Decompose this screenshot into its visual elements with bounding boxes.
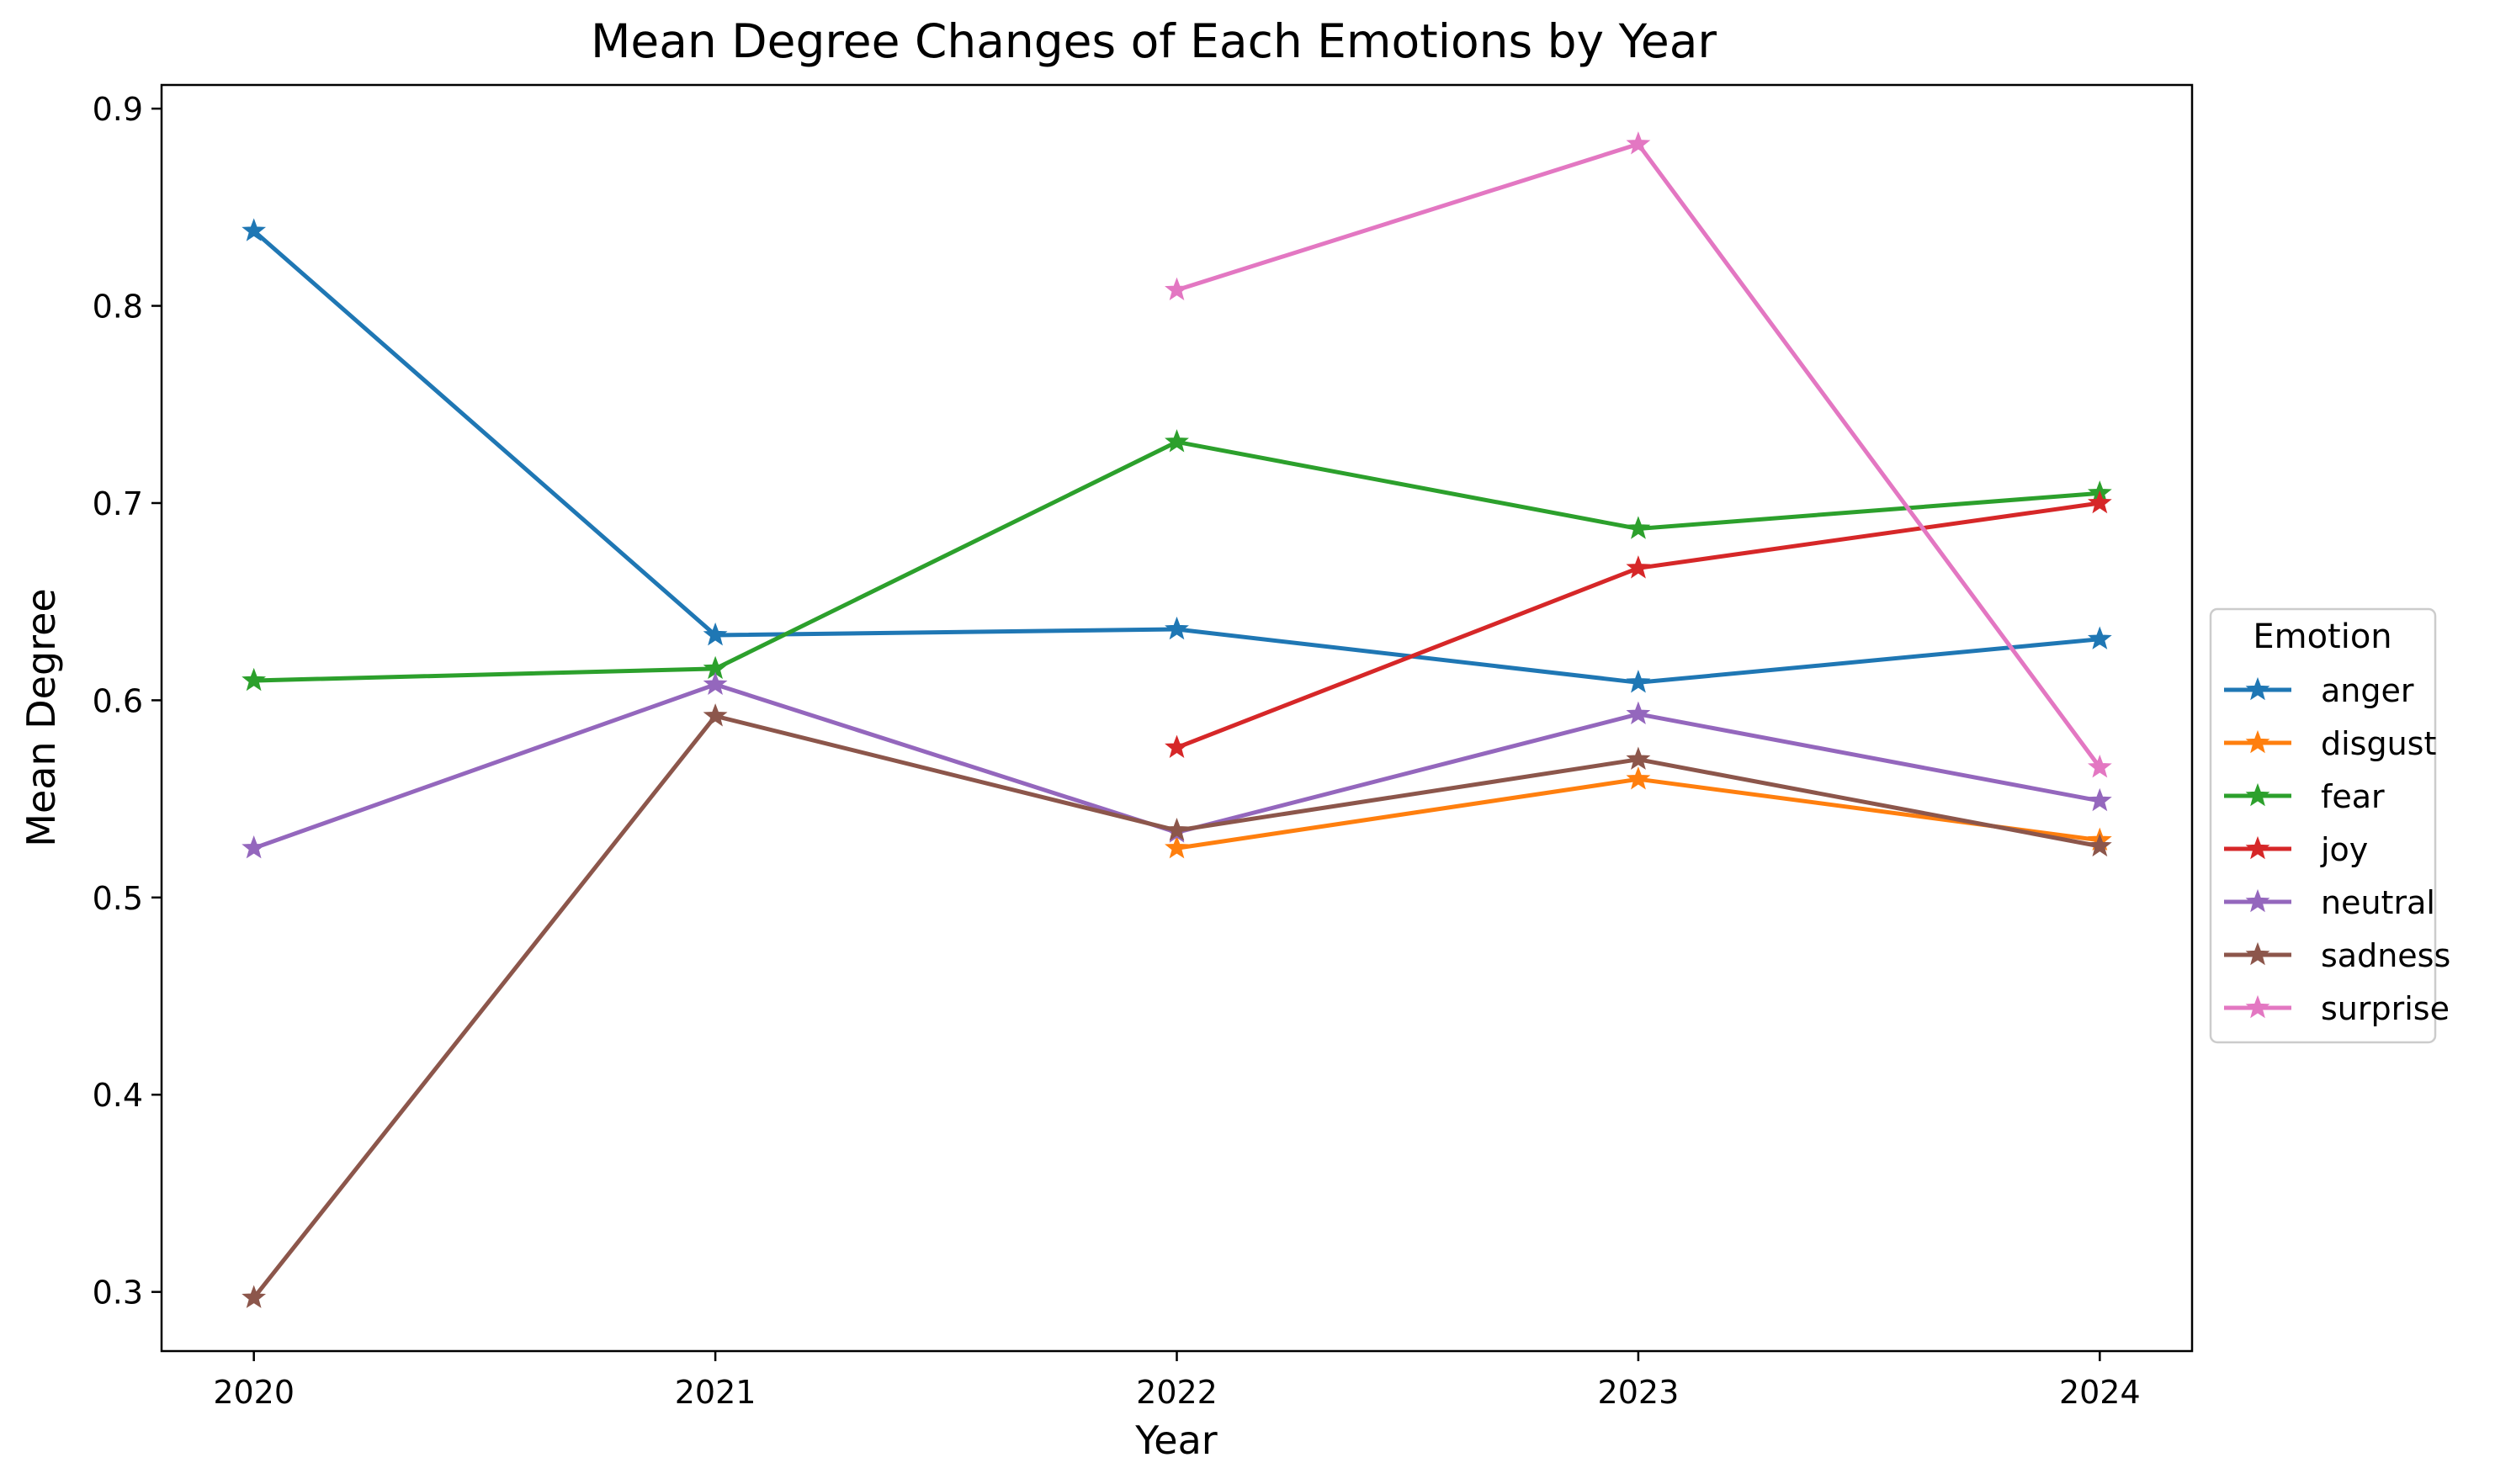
legend-label: fear bbox=[2321, 778, 2385, 815]
y-tick-label: 0.9 bbox=[93, 91, 143, 128]
legend-item-joy: joy bbox=[2224, 831, 2368, 868]
legend-swatch-marker bbox=[2245, 994, 2270, 1019]
data-point bbox=[1626, 746, 1651, 770]
data-point bbox=[1626, 670, 1651, 693]
data-point bbox=[1626, 766, 1651, 790]
data-point bbox=[242, 218, 267, 241]
data-point bbox=[703, 703, 728, 727]
x-tick-label: 2021 bbox=[675, 1374, 756, 1411]
data-point bbox=[2087, 626, 2112, 649]
legend-item-disgust: disgust bbox=[2224, 725, 2436, 762]
data-point bbox=[2087, 787, 2112, 812]
series-joy bbox=[1165, 490, 2112, 758]
series-sadness bbox=[242, 703, 2112, 1308]
legend-items: anger disgust fear joy neutral sadness surpris… bbox=[2224, 672, 2450, 1027]
data-point bbox=[2087, 754, 2112, 778]
data-point bbox=[1165, 277, 1189, 301]
legend-label: sadness bbox=[2321, 937, 2450, 974]
data-point bbox=[1626, 701, 1651, 725]
data-point bbox=[1165, 734, 1189, 758]
y-tick-label: 0.7 bbox=[93, 485, 143, 522]
legend-label: neutral bbox=[2321, 884, 2435, 921]
data-point bbox=[2087, 833, 2112, 857]
y-tick-label: 0.4 bbox=[93, 1077, 143, 1114]
legend-item-surprise: surprise bbox=[2224, 990, 2450, 1027]
legend-swatch-marker bbox=[2245, 729, 2270, 754]
data-point bbox=[1165, 817, 1189, 841]
legend-swatch-marker bbox=[2245, 835, 2270, 860]
series-layer bbox=[242, 131, 2112, 1308]
y-tick-label: 0.8 bbox=[93, 289, 143, 326]
legend-title: Emotion bbox=[2253, 617, 2391, 656]
y-tick-label: 0.3 bbox=[93, 1275, 143, 1312]
data-point bbox=[1626, 131, 1651, 155]
series-surprise bbox=[1165, 131, 2112, 778]
data-point bbox=[242, 667, 267, 692]
series-line bbox=[252, 439, 2102, 683]
plot-area bbox=[160, 83, 2194, 1353]
series-anger bbox=[242, 218, 2112, 693]
data-point bbox=[1626, 555, 1651, 579]
data-point bbox=[703, 671, 728, 695]
legend-swatch-marker bbox=[2245, 888, 2270, 913]
data-point bbox=[1165, 616, 1189, 640]
data-point bbox=[703, 622, 728, 646]
plot-frame bbox=[160, 83, 2194, 1353]
x-axis: 2020 2021 2022 2023 2024 bbox=[213, 1351, 2141, 1411]
series-line bbox=[251, 227, 2103, 685]
data-point bbox=[242, 1285, 267, 1308]
y-tick-label: 0.6 bbox=[93, 682, 143, 719]
chart-title: Mean Degree Changes of Each Emotions by … bbox=[591, 14, 1717, 68]
legend-label: surprise bbox=[2321, 990, 2450, 1027]
legend-label: joy bbox=[2320, 831, 2368, 868]
legend-swatch-marker bbox=[2245, 941, 2270, 966]
data-point bbox=[1165, 835, 1189, 859]
legend-item-anger: anger bbox=[2224, 672, 2414, 709]
y-axis: 0.3 0.4 0.5 0.6 0.7 0.8 0.9 bbox=[93, 91, 162, 1312]
x-tick-label: 2020 bbox=[213, 1374, 295, 1411]
x-tick-label: 2024 bbox=[2059, 1374, 2141, 1411]
x-axis-label: Year bbox=[1134, 1418, 1217, 1463]
legend-item-sadness: sadness bbox=[2224, 937, 2450, 974]
data-point bbox=[2087, 490, 2112, 514]
legend-swatch-marker bbox=[2245, 782, 2270, 807]
legend: Emotion anger disgust fear joy neutral sadnes… bbox=[2209, 607, 2450, 1044]
legend-label: anger bbox=[2321, 672, 2414, 709]
legend-frame bbox=[2209, 607, 2437, 1044]
data-point bbox=[242, 835, 267, 859]
x-tick-label: 2022 bbox=[1136, 1374, 1218, 1411]
series-line bbox=[1174, 776, 2103, 851]
y-axis-label: Mean Degree bbox=[19, 588, 64, 846]
data-point bbox=[1165, 429, 1189, 453]
legend-item-fear: fear bbox=[2224, 778, 2385, 815]
y-tick-label: 0.5 bbox=[93, 880, 143, 917]
legend-label: disgust bbox=[2321, 725, 2436, 762]
legend-swatch-marker bbox=[2245, 676, 2270, 701]
data-point bbox=[1626, 516, 1651, 539]
series-disgust bbox=[1165, 766, 2112, 859]
x-tick-label: 2023 bbox=[1598, 1374, 1680, 1411]
legend-item-neutral: neutral bbox=[2224, 884, 2435, 921]
